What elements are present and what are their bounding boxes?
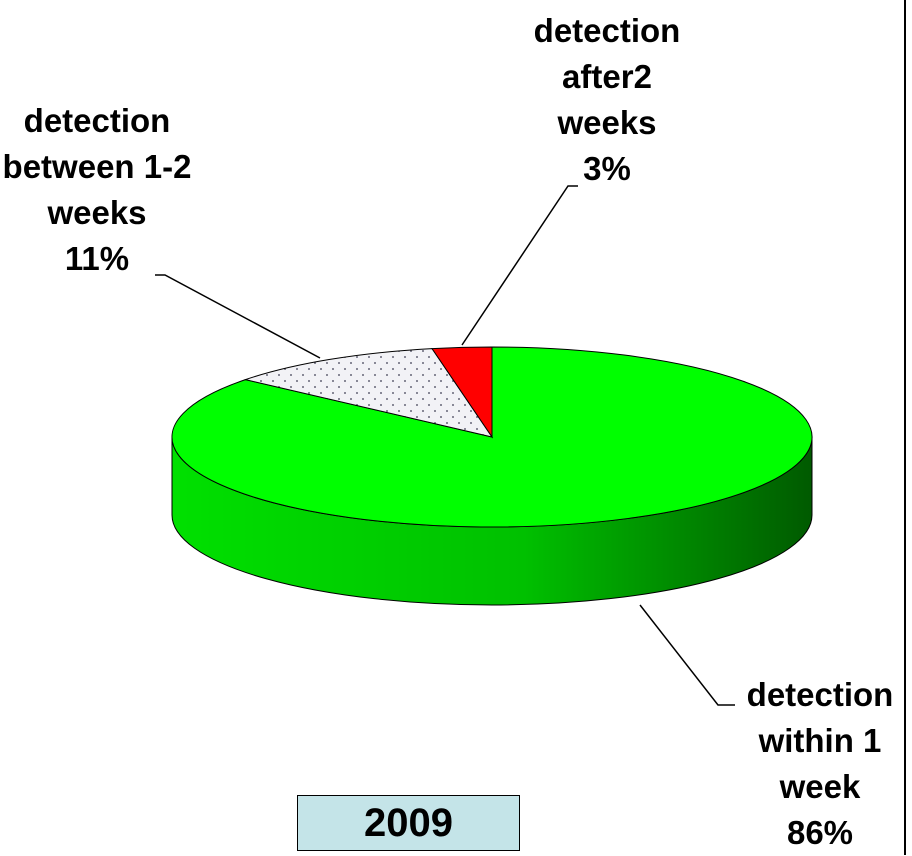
value-label: 11% bbox=[64, 240, 130, 277]
category-label: detection after2 weeks bbox=[533, 12, 681, 141]
pie-slice bbox=[243, 348, 494, 438]
chart-title: 2009 bbox=[297, 795, 520, 851]
pie-slice bbox=[171, 346, 813, 528]
leader-line bbox=[461, 185, 578, 346]
category-label: detection within 1 week bbox=[746, 676, 894, 805]
category-label: detection between 1-2 weeks bbox=[2, 102, 192, 231]
slice-label: detection within 1 week 86% bbox=[725, 672, 912, 856]
pie-slice bbox=[431, 346, 493, 439]
value-label: 3% bbox=[583, 150, 631, 187]
slice-label: detection between 1-2 weeks 11% bbox=[2, 98, 192, 282]
leader-line bbox=[639, 604, 735, 706]
leader-line bbox=[155, 274, 321, 359]
slice-label: detection after2 weeks 3% bbox=[512, 8, 702, 192]
frame-border bbox=[904, 0, 906, 855]
value-label: 86% bbox=[786, 814, 854, 851]
